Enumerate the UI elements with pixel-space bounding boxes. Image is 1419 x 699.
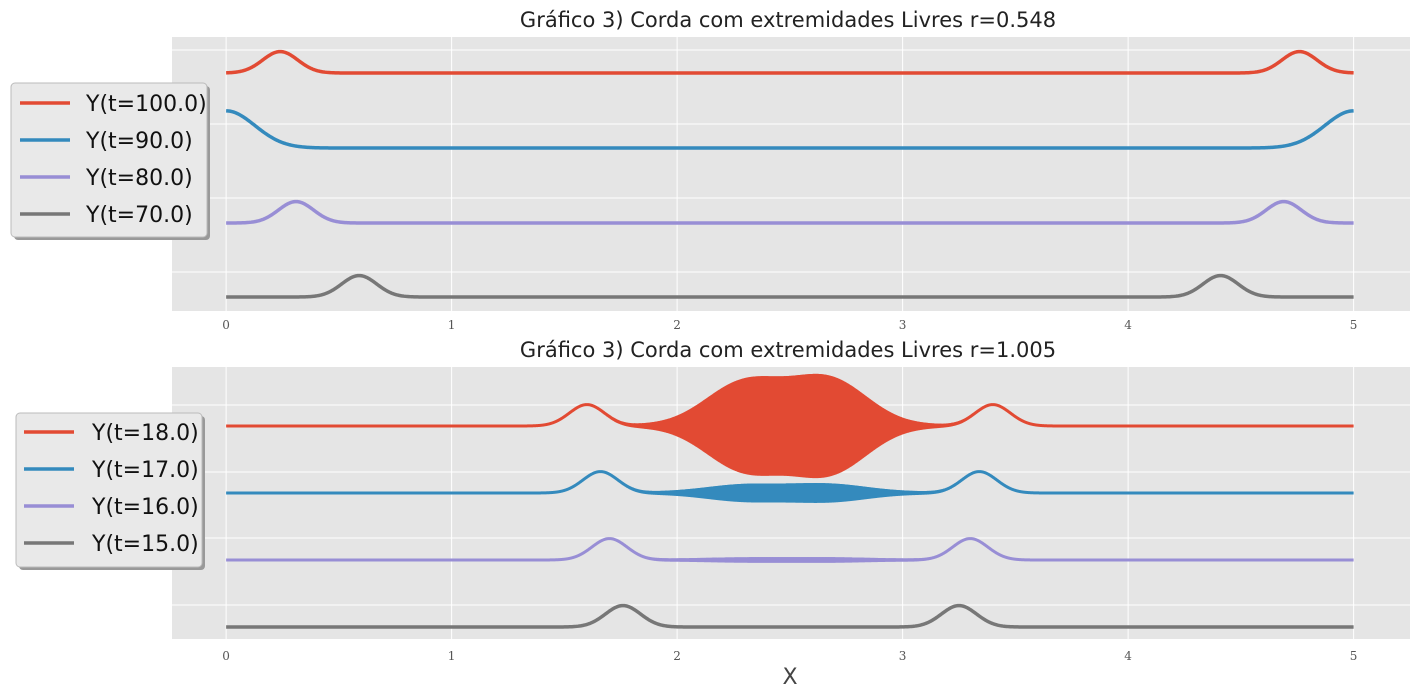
panel-bottom: 0 1 2 3 4 5 Gráfico 3) Corda com extremidades… [15, 338, 1410, 690]
legend-label: Y(t=70.0) [85, 203, 193, 228]
legend-top: Y(t=100.0) Y(t=90.0) Y(t=80.0) Y(t=70.0) [10, 82, 210, 240]
x-tick-label: 3 [899, 649, 907, 663]
legend-label: Y(t=16.0) [91, 495, 199, 520]
panel-top: 0 1 2 3 4 5 Gráfico 3) Corda com extremidades… [10, 8, 1410, 332]
series-line [225, 49, 1355, 75]
x-tick-label: 5 [1350, 318, 1358, 332]
x-tick-label: 2 [673, 649, 681, 663]
legend-label: Y(t=90.0) [85, 129, 193, 154]
series-line [224, 373, 1355, 479]
x-tick-label: 4 [1124, 318, 1132, 332]
series-line [225, 109, 1355, 150]
legend-label: Y(t=18.0) [91, 421, 199, 446]
x-tick-label: 3 [899, 318, 907, 332]
legend-label: Y(t=80.0) [85, 166, 193, 191]
x-ticks-top: 0 1 2 3 4 5 [222, 318, 1357, 332]
series-line [225, 603, 1355, 629]
x-tick-label: 1 [448, 649, 456, 663]
chart-title-bottom: Gráfico 3) Corda com extremidades Livres… [520, 338, 1056, 362]
legend-label: Y(t=100.0) [85, 92, 207, 117]
x-ticks-bottom: 0 1 2 3 4 5 [222, 649, 1357, 663]
grid-top [172, 37, 1410, 311]
plot-area-top [172, 37, 1410, 311]
legend-label: Y(t=17.0) [91, 458, 199, 483]
x-tick-label: 5 [1350, 649, 1358, 663]
legend-label: Y(t=15.0) [91, 532, 199, 557]
series-lines-bottom [224, 373, 1355, 629]
x-axis-label: X [782, 665, 797, 690]
x-tick-label: 4 [1124, 649, 1132, 663]
series-line [225, 273, 1355, 299]
x-tick-label: 1 [448, 318, 456, 332]
chart-title-top: Gráfico 3) Corda com extremidades Livres… [520, 8, 1056, 32]
legend-box [15, 412, 203, 568]
x-tick-label: 2 [673, 318, 681, 332]
series-lines-top [225, 49, 1355, 299]
legend-bottom: Y(t=18.0) Y(t=17.0) Y(t=16.0) Y(t=15.0) [15, 412, 205, 570]
grid-bottom [172, 367, 1410, 639]
series-line [224, 470, 1355, 503]
x-tick-label: 0 [222, 649, 230, 663]
series-line [224, 537, 1355, 563]
x-tick-label: 0 [222, 318, 230, 332]
series-line [225, 199, 1355, 225]
legend-box [10, 82, 208, 238]
